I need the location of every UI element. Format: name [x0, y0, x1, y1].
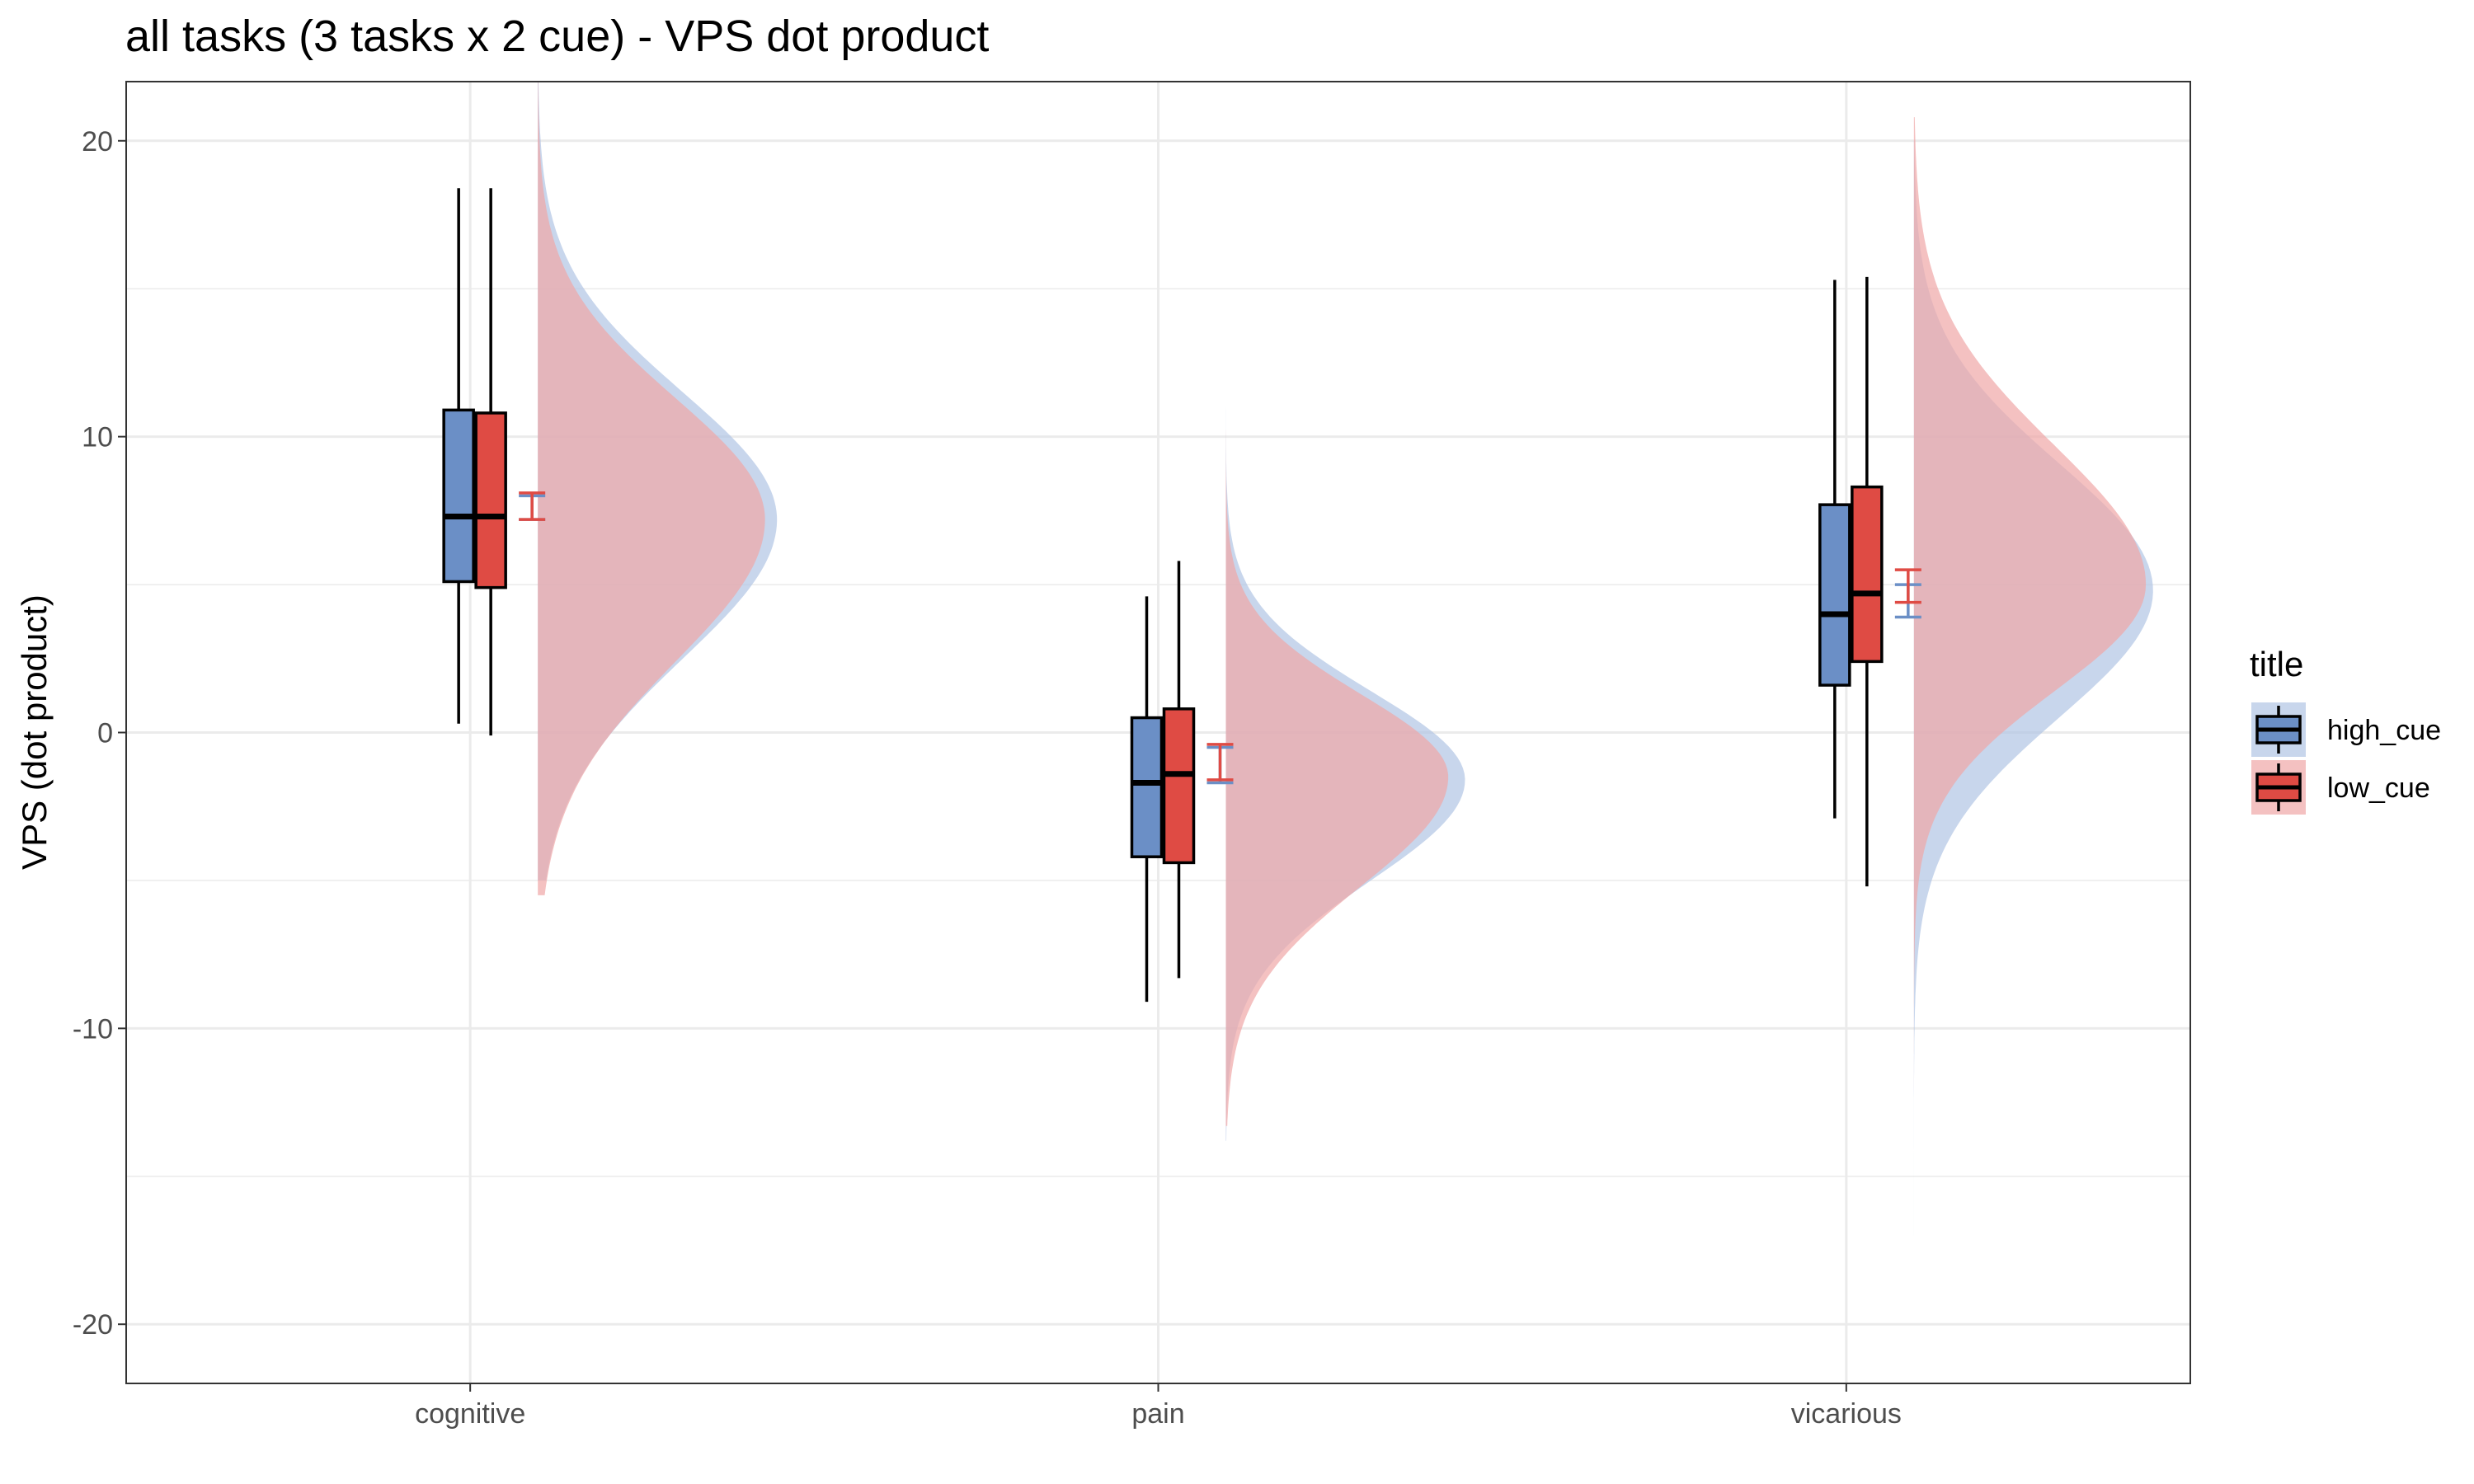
- boxplot-high_cue-pain: [1130, 596, 1164, 1003]
- box-iqr: [442, 408, 475, 584]
- box-iqr: [1818, 503, 1851, 687]
- density-low_cue-pain: [1225, 274, 1449, 1126]
- y-tick-label: 0: [97, 718, 113, 749]
- density-clouds: [538, 82, 2153, 1236]
- y-axis-title: VPS (dot product): [15, 594, 54, 870]
- boxplot-low_cue-vicarious: [1851, 276, 1884, 887]
- legend-entry-high_cue: high_cue: [2251, 702, 2441, 757]
- x-axis: cognitive pain vicarious: [415, 1383, 1902, 1430]
- box-plots: [442, 188, 1884, 1003]
- legend-label-high_cue: high_cue: [2327, 715, 2441, 746]
- density-low_cue-cognitive: [538, 82, 765, 895]
- x-tick-label-cognitive: cognitive: [415, 1398, 525, 1430]
- boxplot-high_cue-vicarious: [1818, 279, 1851, 819]
- legend-entry-low_cue: low_cue: [2251, 760, 2430, 815]
- mean-ci-low_cue-pain: [1206, 743, 1234, 782]
- y-tick-label: -20: [73, 1309, 113, 1341]
- density-low_cue-vicarious: [1913, 117, 2147, 1088]
- box-iqr: [1162, 707, 1196, 865]
- legend-title: title: [2250, 645, 2303, 683]
- boxplot-low_cue-pain: [1162, 561, 1196, 979]
- mean-ci-low_cue-cognitive: [519, 491, 546, 521]
- chart-title: all tasks (3 tasks x 2 cue) - VPS dot pr…: [125, 12, 989, 61]
- box-iqr: [1130, 716, 1164, 858]
- boxplot-low_cue-cognitive: [474, 188, 507, 736]
- y-tick-label: 20: [82, 126, 113, 157]
- boxplot-high_cue-cognitive: [442, 188, 475, 724]
- y-tick-label: -10: [73, 1013, 113, 1045]
- y-axis: -20 -10 0 10 20: [73, 126, 126, 1341]
- legend-label-low_cue: low_cue: [2327, 773, 2430, 804]
- box-iqr: [474, 411, 507, 589]
- box-iqr: [1851, 485, 1884, 664]
- x-tick-label-pain: pain: [1131, 1398, 1184, 1430]
- x-tick-label-vicarious: vicarious: [1791, 1398, 1902, 1430]
- legend: title high_cue low_cue: [2250, 645, 2441, 815]
- mean-ci-low_cue-vicarious: [1894, 568, 1921, 604]
- y-tick-label: 10: [82, 422, 113, 453]
- mean-ci-bars: [519, 491, 1921, 785]
